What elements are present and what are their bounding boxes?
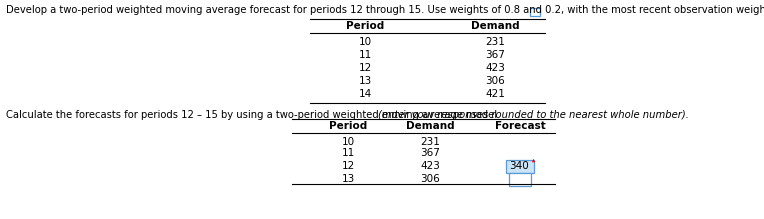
Text: 421: 421 bbox=[485, 89, 505, 99]
Text: 231: 231 bbox=[420, 137, 440, 147]
Text: Forecast: Forecast bbox=[494, 121, 545, 131]
Text: 12: 12 bbox=[358, 63, 371, 73]
Text: 340: 340 bbox=[509, 161, 529, 171]
Text: 11: 11 bbox=[342, 148, 354, 158]
Text: Calculate the forecasts for periods 12 – 15 by using a two-period weighted movin: Calculate the forecasts for periods 12 –… bbox=[6, 110, 500, 120]
Text: Period: Period bbox=[346, 21, 384, 31]
Text: 12: 12 bbox=[342, 161, 354, 171]
Text: 10: 10 bbox=[358, 37, 371, 47]
Text: Demand: Demand bbox=[471, 21, 520, 31]
Text: (enter your responses rounded to the nearest whole number).: (enter your responses rounded to the nea… bbox=[378, 110, 689, 120]
Text: 423: 423 bbox=[485, 63, 505, 73]
Text: 11: 11 bbox=[358, 50, 371, 60]
Text: 13: 13 bbox=[342, 174, 354, 184]
Text: 306: 306 bbox=[485, 76, 505, 86]
Text: 13: 13 bbox=[358, 76, 371, 86]
Text: 423: 423 bbox=[420, 161, 440, 171]
Text: 306: 306 bbox=[420, 174, 440, 184]
Text: Develop a two-period weighted moving average forecast for periods 12 through 15.: Develop a two-period weighted moving ave… bbox=[6, 5, 764, 15]
Text: 231: 231 bbox=[485, 37, 505, 47]
Text: Period: Period bbox=[329, 121, 367, 131]
Text: 367: 367 bbox=[485, 50, 505, 60]
Text: 367: 367 bbox=[420, 148, 440, 158]
FancyBboxPatch shape bbox=[530, 8, 540, 16]
Text: Demand: Demand bbox=[406, 121, 455, 131]
Text: 14: 14 bbox=[358, 89, 371, 99]
Text: 10: 10 bbox=[342, 137, 354, 147]
FancyBboxPatch shape bbox=[509, 173, 531, 186]
FancyBboxPatch shape bbox=[506, 160, 534, 173]
